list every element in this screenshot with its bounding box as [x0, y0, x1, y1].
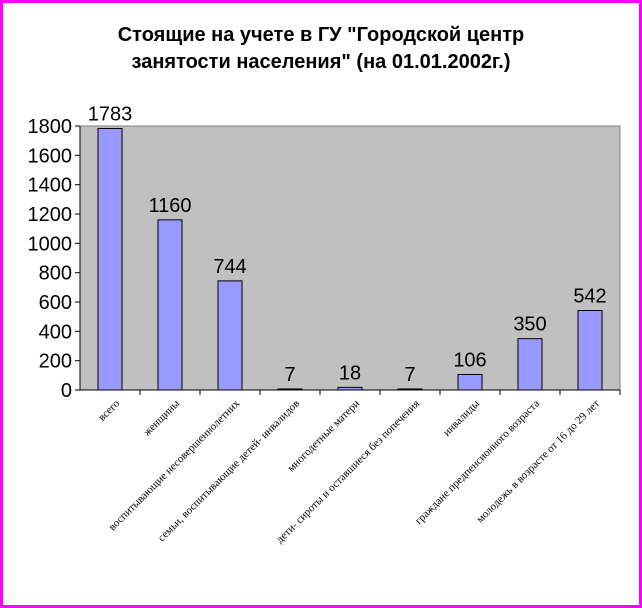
bar-value-label: 18 — [339, 362, 361, 384]
chart-title-line-1: Стоящие на учете в ГУ "Городской центр — [117, 24, 525, 46]
bars — [97, 127, 603, 391]
x-category-label: семьи, воспитывающие детей- инвалидов — [156, 398, 302, 544]
value-labels: 1783 1160 744 7 18 7 106 350 542 — [88, 103, 607, 385]
bar — [277, 388, 303, 391]
bar — [217, 280, 243, 391]
chart-title-line-2: занятости населения" (на 01.01.2002г.) — [131, 51, 511, 73]
bar-value-label: 542 — [573, 286, 606, 308]
y-tick-label: 0 — [61, 380, 72, 402]
x-category-label: инвалиды — [441, 397, 483, 439]
bar-value-label: 350 — [513, 314, 546, 336]
x-category-label: воспитывающие несовершеннолетних — [107, 397, 243, 533]
bar — [457, 373, 483, 391]
y-tick-label: 1000 — [28, 233, 73, 255]
bar-value-label: 7 — [404, 364, 415, 386]
y-tick-label: 1800 — [28, 116, 73, 138]
bar — [157, 219, 183, 391]
y-tick-label: 1400 — [28, 175, 73, 197]
bar — [97, 127, 123, 391]
x-category-label: молодежь в возрасте от 16 до 29 лет — [474, 398, 602, 526]
bar — [517, 338, 543, 391]
y-tick-label: 1200 — [28, 204, 73, 226]
bar — [397, 388, 423, 391]
bar — [337, 386, 363, 391]
bar-value-label: 106 — [453, 349, 486, 371]
y-tick-label: 800 — [39, 263, 72, 285]
bar-value-label: 1783 — [88, 103, 133, 125]
x-category-label: граждане предпенсионного возраста — [413, 398, 542, 527]
y-tick-label: 1600 — [28, 145, 73, 167]
y-tick-label: 600 — [39, 292, 72, 314]
bar — [577, 310, 603, 391]
x-category-label: женщины — [141, 397, 183, 439]
y-axis-ticks: 0 200 400 600 800 1000 1200 1400 1600 1800 — [28, 116, 80, 402]
chart-title: Стоящие на учете в ГУ "Городской центр з… — [0, 22, 642, 76]
y-tick-label: 200 — [39, 351, 72, 373]
bar-value-label: 7 — [284, 364, 295, 386]
bar-value-label: 744 — [213, 256, 246, 278]
y-tick-label: 400 — [39, 321, 72, 343]
x-category-label: всего — [96, 397, 122, 423]
bar-value-label: 1160 — [148, 195, 191, 217]
